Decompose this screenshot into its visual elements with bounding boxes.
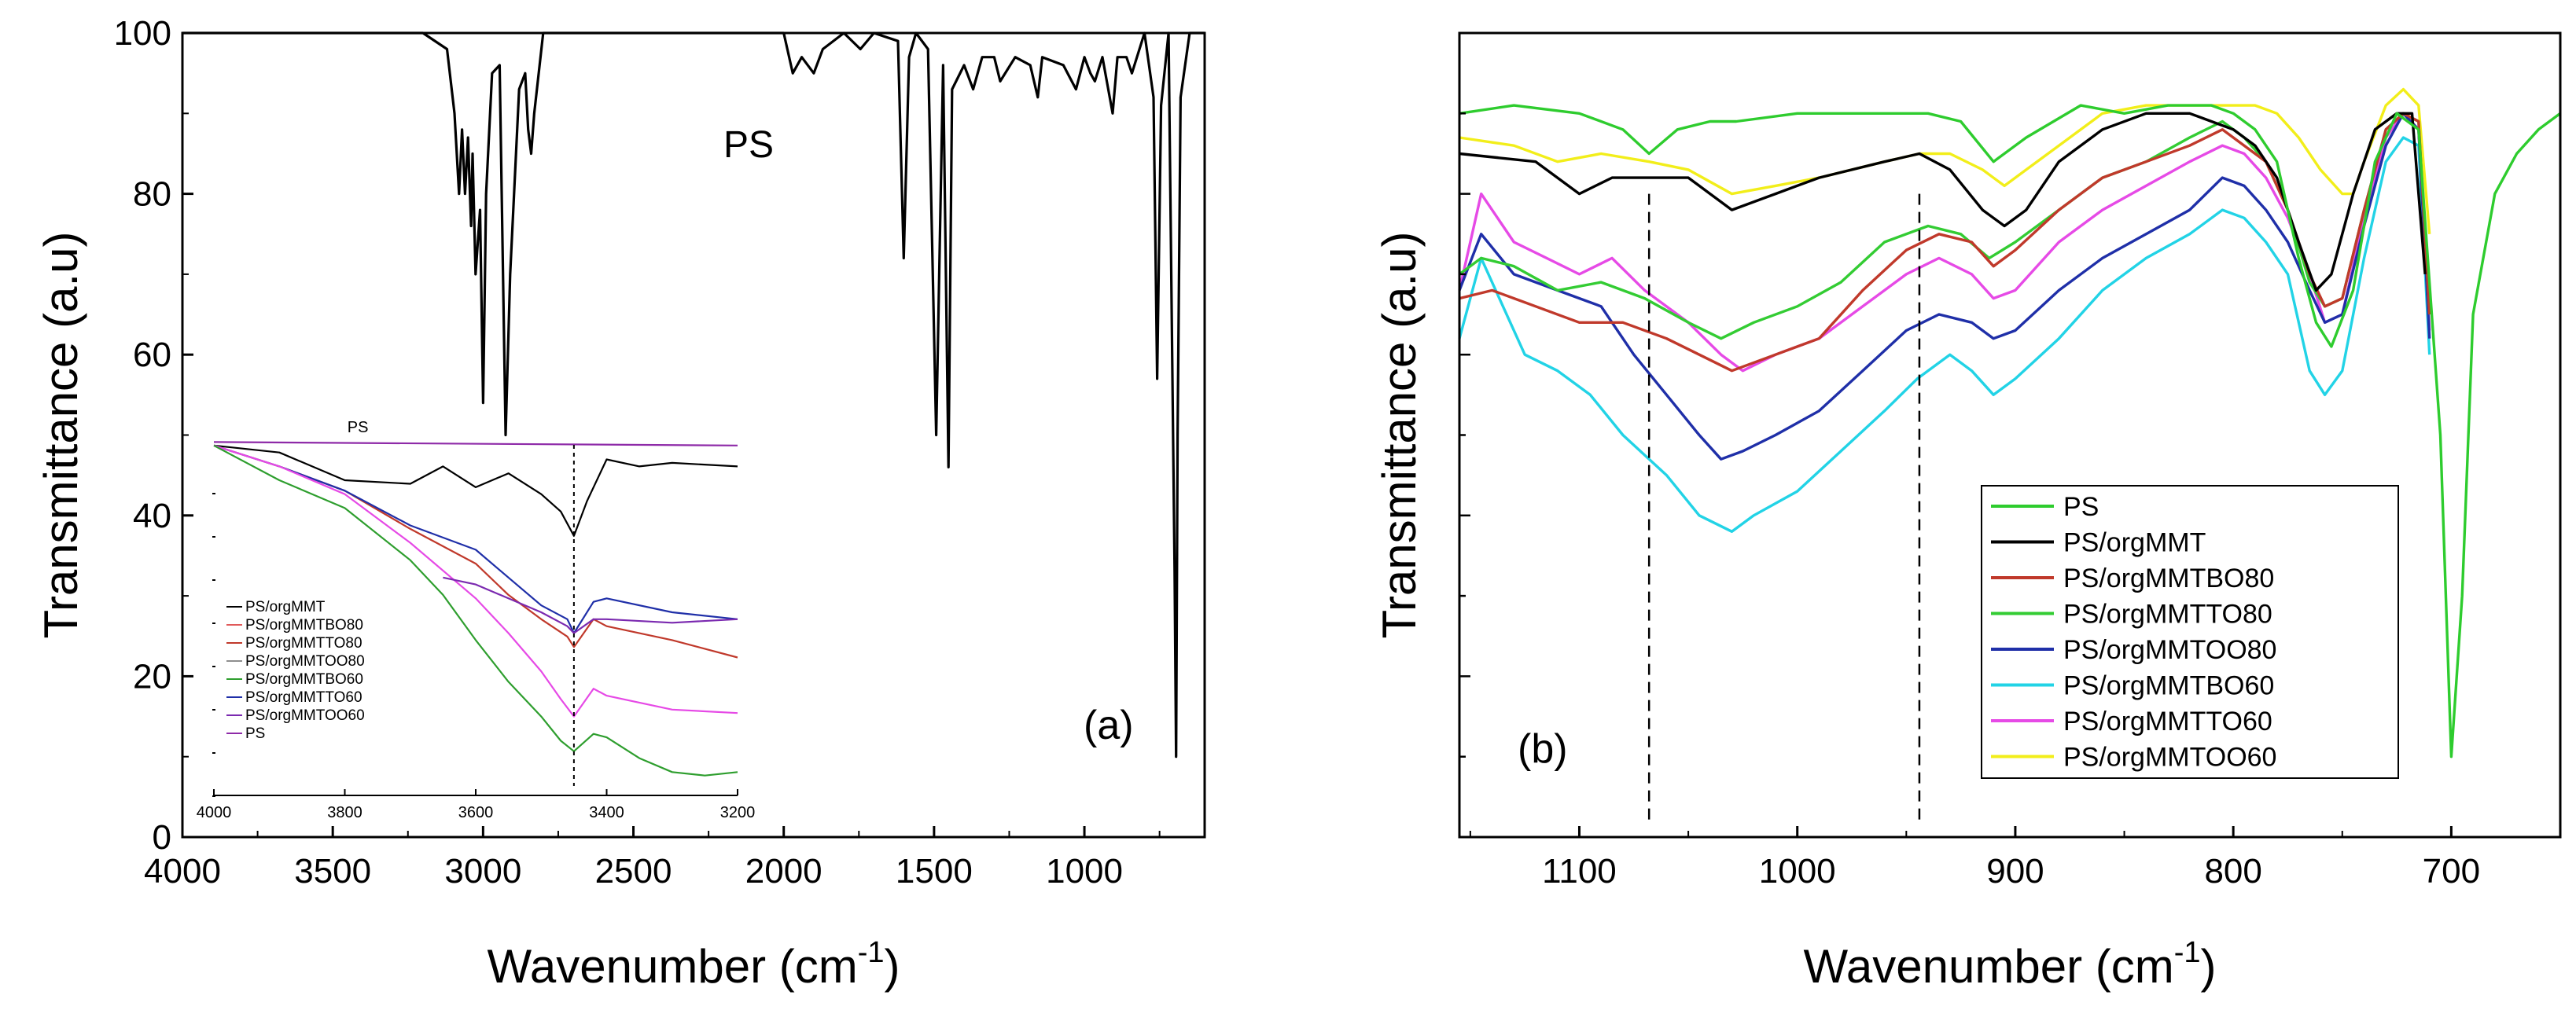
y-tick-label: 100 bbox=[114, 14, 171, 53]
legend-label-ps-orgmmtto80: PS/orgMMTTO80 bbox=[2063, 600, 2272, 630]
panel-a-inset: 4000 3800 3600 3400 3200 PS PS/orgMMT PS/orgMMT… bbox=[197, 419, 756, 821]
x-tick-label: 3000 bbox=[444, 852, 521, 891]
panel-b-label: (b) bbox=[1518, 726, 1568, 772]
series-line-ps-orgmmtoo80 bbox=[1458, 112, 2431, 461]
panel-a-ps-annotation: PS bbox=[723, 124, 774, 166]
inset-legend-label: PS/orgMMTOO80 bbox=[245, 653, 365, 670]
x-axis-title-close: ) bbox=[885, 940, 900, 993]
panel-b-axes: 1100 1000 900 800 700 Wavenumber (cm-1) Transm… bbox=[1373, 31, 2562, 993]
series-line-ps-orgmmt bbox=[1459, 112, 2427, 292]
inset-series-line-ps-orgmmtbo60 bbox=[213, 444, 738, 777]
series-line-ps bbox=[1459, 104, 2562, 758]
inset-background bbox=[209, 432, 742, 825]
panel-a-axes: 4000 3500 3000 2500 2000 1500 1000 0 20 40 60 80 100… bbox=[35, 14, 1206, 993]
legend-label-ps-orgmmtto60: PS/orgMMTTO60 bbox=[2063, 707, 2272, 736]
inset-series-line-ps-orgmmt bbox=[213, 444, 738, 537]
panel-a-x-axis-title: Wavenumber (cm-1) bbox=[488, 936, 900, 993]
inset-legend-label: PS bbox=[245, 725, 265, 742]
legend-label-ps-orgmmtbo60: PS/orgMMTBO60 bbox=[2063, 671, 2274, 701]
inset-series-line-ps bbox=[213, 441, 738, 446]
panel-a-chart: 4000 3800 3600 3400 3200 PS PS/orgMMT PS/orgMMT… bbox=[35, 14, 1206, 993]
panel-b-series-group bbox=[1458, 87, 2562, 758]
series-line-ps-orgmmtto80 bbox=[1458, 112, 2431, 340]
x-tick-label: 1000 bbox=[1046, 852, 1123, 891]
x-axis-title-text: Wavenumber (cm bbox=[1804, 940, 2174, 993]
x-tick-label: 1000 bbox=[1759, 852, 1836, 891]
inset-legend-label: PS/orgMMTOO60 bbox=[245, 707, 365, 724]
x-tick-label: 1100 bbox=[1542, 852, 1617, 891]
series-line-ps-orgmmtbo80 bbox=[1459, 112, 2431, 373]
inset-x-tick-label: 3200 bbox=[720, 804, 756, 821]
legend-label-ps: PS bbox=[2063, 492, 2099, 522]
inset-ps-annotation: PS bbox=[348, 419, 369, 436]
inset-legend-label: PS/orgMMTBO60 bbox=[245, 671, 363, 688]
panel-a-label: (a) bbox=[1084, 703, 1134, 748]
x-tick-label: 900 bbox=[1986, 852, 2044, 891]
y-tick-label: 40 bbox=[133, 497, 171, 535]
legend-box bbox=[1981, 485, 2399, 779]
x-axis-title-text: Wavenumber (cm bbox=[488, 940, 858, 993]
x-tick-label: 700 bbox=[2423, 852, 2480, 891]
y-tick-label: 60 bbox=[133, 336, 171, 374]
x-tick-label: 800 bbox=[2204, 852, 2261, 891]
inset-series-line-ps-orgmmtoo80 bbox=[213, 444, 738, 634]
inset-x-tick-label: 3800 bbox=[327, 804, 362, 821]
x-axis-title-superscript: -1 bbox=[2174, 936, 2201, 969]
x-axis-title-superscript: -1 bbox=[858, 936, 885, 969]
inset-x-tick-label: 3400 bbox=[589, 804, 624, 821]
x-tick-label: 4000 bbox=[144, 852, 221, 891]
y-tick-label: 20 bbox=[133, 657, 171, 696]
x-tick-label: 3500 bbox=[294, 852, 371, 891]
legend-label-ps-orgmmtoo60: PS/orgMMTOO60 bbox=[2063, 743, 2276, 773]
panel-b-x-axis-title: Wavenumber (cm-1) bbox=[1804, 936, 2217, 993]
x-axis-title-close: ) bbox=[2201, 940, 2217, 993]
x-tick-label: 2500 bbox=[595, 852, 672, 891]
series-line-ps-orgmmtbo60 bbox=[1458, 136, 2431, 533]
series-line-ps-orgmmtto60 bbox=[1458, 112, 2431, 373]
legend-label-ps-orgmmt: PS/orgMMT bbox=[2063, 528, 2206, 558]
legend-label-ps-orgmmtbo80: PS/orgMMTBO80 bbox=[2063, 564, 2274, 593]
inset-x-tick-label: 4000 bbox=[197, 804, 232, 821]
x-tick-label: 2000 bbox=[745, 852, 822, 891]
inset-legend-label: PS/orgMMTTO60 bbox=[245, 689, 362, 706]
panel-a-y-axis-title: Transmittance (a.u) bbox=[35, 232, 87, 639]
panel-b-legend: PS PS/orgMMT PS/orgMMTBO80 PS/orgMMTTO80 PS/… bbox=[1981, 485, 2399, 779]
panel-b-y-axis-title: Transmittance (a.u) bbox=[1373, 232, 1426, 639]
x-tick-label: 1500 bbox=[896, 852, 973, 891]
y-tick-label: 0 bbox=[153, 818, 171, 857]
inset-legend-label: PS/orgMMTTO80 bbox=[245, 635, 362, 652]
inset-series-line-ps-orgmmtto60 bbox=[213, 444, 738, 718]
inset-whiteout bbox=[209, 432, 742, 825]
inset-legend-label: PS/orgMMTBO80 bbox=[245, 617, 363, 634]
panel-b-chart: 1100 1000 900 800 700 Wavenumber (cm-1) Transm… bbox=[1373, 31, 2562, 993]
y-tick-label: 80 bbox=[133, 175, 171, 214]
inset-x-tick-label: 3600 bbox=[458, 804, 494, 821]
inset-legend-label: PS/orgMMT bbox=[245, 599, 326, 615]
inset-series-line-ps-orgmmtoo60 bbox=[443, 576, 738, 634]
legend-label-ps-orgmmtoo80: PS/orgMMTOO80 bbox=[2063, 635, 2276, 665]
